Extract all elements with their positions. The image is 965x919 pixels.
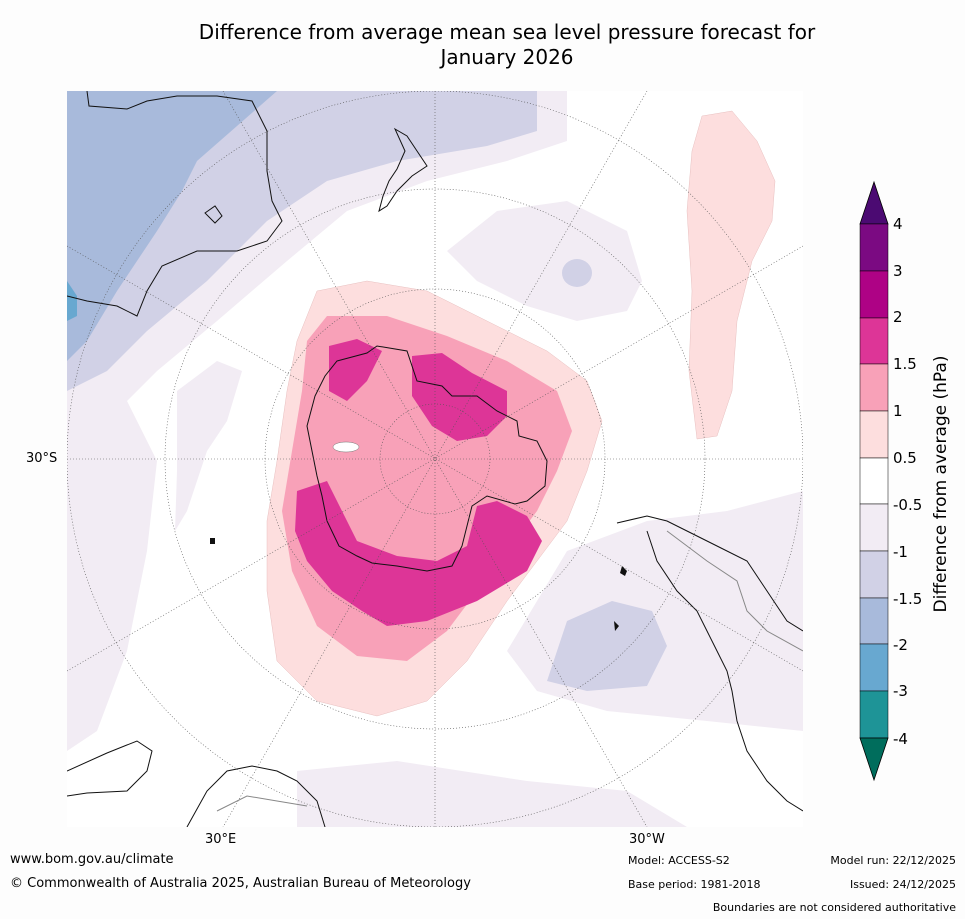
title-line-1: Difference from average mean sea level p… — [198, 20, 816, 44]
lat-label-30s: 30°S — [26, 451, 58, 466]
footer-base-period: Base period: 1981-2018 — [628, 878, 761, 891]
island-marion — [210, 538, 215, 544]
antarctica-coastline — [306, 345, 548, 572]
chart-title: Difference from average mean sea level p… — [0, 20, 965, 70]
colorbar-tick-label: 1 — [893, 402, 903, 420]
colorbar-title: Difference from average (hPa) — [931, 355, 951, 613]
footer-copyright: © Commonwealth of Australia 2025, Austra… — [10, 876, 471, 891]
anomaly-neg-1-atlantic — [547, 601, 667, 691]
colorbar-tick-label: -3 — [893, 682, 908, 700]
colorbar-extend-top — [859, 180, 889, 225]
colorbar-tick-label: 1.5 — [893, 355, 917, 373]
polar-map — [67, 91, 803, 827]
colorbar-bin — [859, 317, 889, 365]
colorbar — [859, 180, 889, 782]
colorbar-tick-label: -4 — [893, 730, 908, 748]
footer-issued: Issued: 24/12/2025 — [849, 878, 956, 891]
colorbar-bin — [859, 410, 889, 459]
colorbar-bin — [859, 643, 889, 692]
title-line-2: January 2026 — [440, 45, 574, 69]
colorbar-tick-label: -1.5 — [893, 590, 923, 608]
colorbar-bin — [859, 223, 889, 272]
colorbar-tick-label: 4 — [893, 215, 903, 233]
colorbar-bin — [859, 550, 889, 599]
island-kerguelen — [620, 566, 627, 576]
anomaly-pos-1.5-east-coast — [295, 481, 542, 626]
anomaly-low-patch — [332, 441, 360, 453]
colorbar-bin — [859, 363, 889, 412]
graticule-meridians — [67, 91, 803, 827]
colorbar-tick-label: 0.5 — [893, 449, 917, 467]
anomaly-neg-1.5-australia — [67, 91, 277, 361]
africa-coastline — [67, 740, 326, 827]
colorbar-bin — [859, 597, 889, 645]
africa-border — [216, 795, 308, 812]
colorbar-extend-bottom — [859, 737, 889, 782]
anomaly-neg-1-pacific — [562, 259, 592, 287]
colorbar-tick-label: -0.5 — [893, 496, 923, 514]
colorbar-tick-label: 3 — [893, 262, 903, 280]
anomaly-neg-2-australia — [67, 281, 77, 321]
south-america-border — [666, 530, 803, 652]
anomaly-pos-1.5-central — [412, 353, 507, 441]
australia-coastline — [67, 91, 283, 317]
colorbar-bin — [859, 457, 889, 505]
anomaly-neg-0.5-indian — [175, 361, 242, 531]
tasmania-coastline — [204, 205, 223, 224]
graticule-lat-45s — [164, 188, 706, 730]
colorbar-bin — [859, 503, 889, 552]
anomaly-pos-0.5-pacific-band — [686, 110, 776, 440]
footer-disclaimer: Boundaries are not considered authoritat… — [712, 901, 956, 914]
colorbar-bin — [859, 270, 889, 319]
anomaly-neg-0.5-sw-band — [67, 391, 157, 751]
footer-model: Model: ACCESS-S2 — [628, 854, 730, 867]
island-south-georgia — [614, 621, 619, 631]
south-america-coastline — [616, 515, 803, 812]
anomaly-neg-0.5-bottom — [297, 761, 687, 827]
lon-label-30e: 30°E — [205, 832, 237, 847]
colorbar-tick-label: 2 — [893, 308, 903, 326]
new-zealand-coastline — [378, 127, 428, 213]
footer-model-run: Model run: 22/12/2025 — [830, 854, 956, 867]
colorbar-tick-label: -2 — [893, 636, 908, 654]
colorbar-bin — [859, 690, 889, 739]
colorbar-tick-label: -1 — [893, 543, 908, 561]
lon-label-30w: 30°W — [629, 832, 665, 847]
anomaly-neg-0.5-pacific — [447, 201, 642, 321]
anomaly-pos-1.5-west-coast — [329, 339, 382, 401]
footer-url: www.bom.gov.au/climate — [10, 852, 174, 867]
